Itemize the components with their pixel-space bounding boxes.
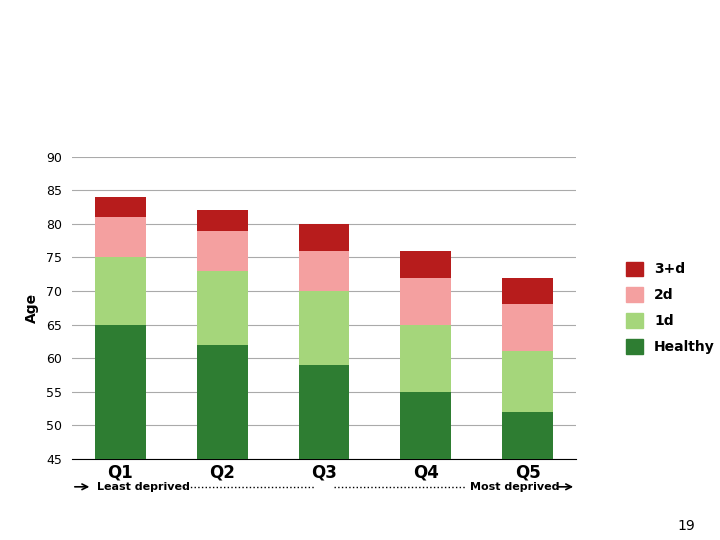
Bar — [502, 352, 553, 412]
Bar — [299, 291, 349, 365]
Y-axis label: Age: Age — [25, 293, 40, 323]
Bar — [400, 325, 451, 392]
Text: eg Inequalities in LE@45 by years spent in
different health states: eg Inequalities in LE@45 by years spent … — [14, 68, 327, 100]
Bar — [95, 325, 146, 459]
Text: Mock-up of MSM-ELECT output: Mock-up of MSM-ELECT output — [14, 31, 351, 50]
Bar — [400, 278, 451, 325]
Bar — [502, 305, 553, 352]
Text: Most deprived: Most deprived — [470, 482, 559, 492]
Bar — [299, 365, 349, 459]
Bar — [95, 197, 146, 217]
Bar — [502, 412, 553, 459]
Text: Least deprived: Least deprived — [97, 482, 190, 492]
Bar — [299, 251, 349, 291]
Bar — [197, 211, 248, 231]
Bar — [299, 224, 349, 251]
Bar — [400, 251, 451, 278]
Bar — [95, 217, 146, 258]
Text: 19: 19 — [677, 519, 695, 534]
Bar — [502, 278, 553, 305]
Bar — [197, 271, 248, 345]
Bar — [197, 231, 248, 271]
Legend: 3+d, 2d, 1d, Healthy: 3+d, 2d, 1d, Healthy — [621, 256, 720, 360]
Bar — [400, 392, 451, 459]
Text: Methods: Methods — [308, 518, 361, 532]
Bar — [197, 345, 248, 459]
Bar — [95, 258, 146, 325]
